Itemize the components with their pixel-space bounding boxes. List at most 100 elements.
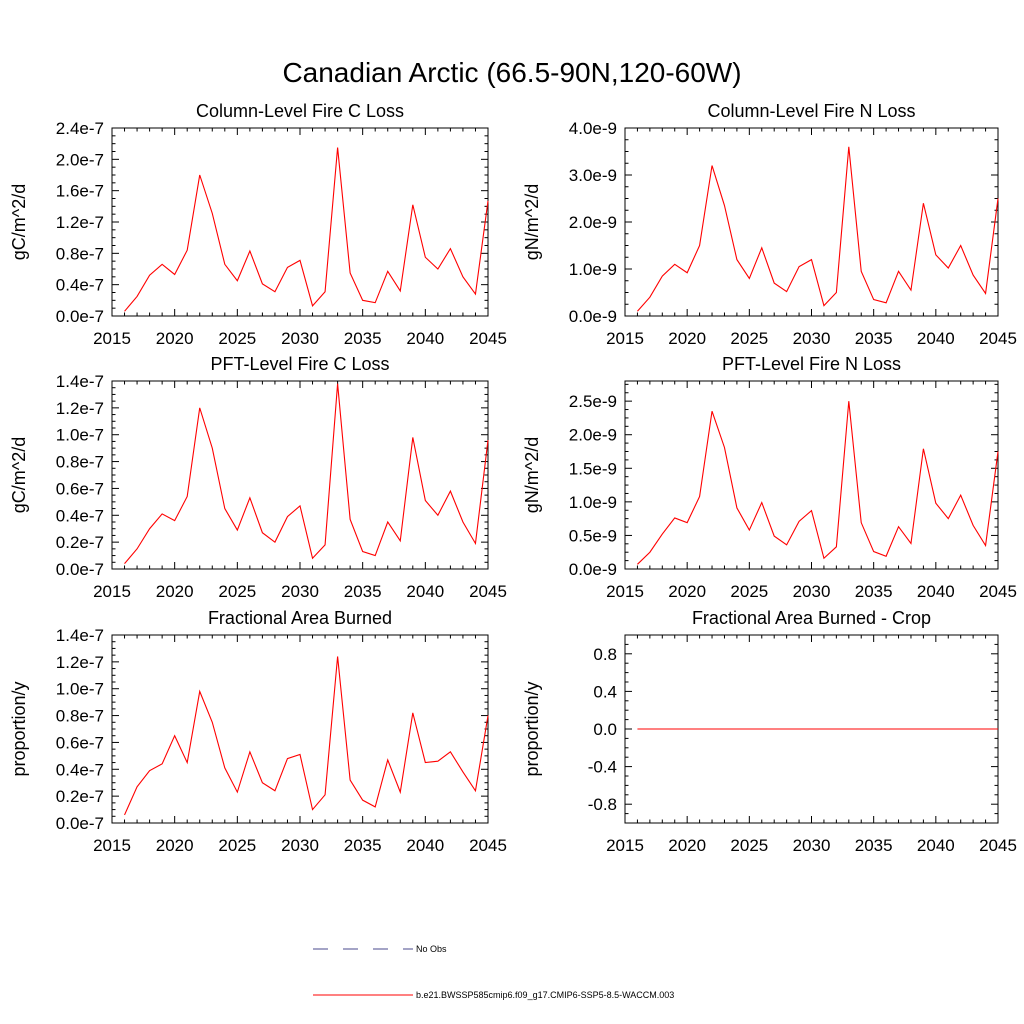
x-tick-label: 2040 xyxy=(406,836,444,855)
y-tick-label: 0.4e-7 xyxy=(56,760,104,779)
y-tick-label: 2.5e-9 xyxy=(569,392,617,411)
chart-panel-4: PFT-Level Fire N Loss gN/m^2/d 2015 2020 202… xyxy=(522,354,1017,601)
y-tick-label: 0.6e-7 xyxy=(56,479,104,498)
y-axis-label: proportion/y xyxy=(9,681,29,776)
series-line xyxy=(637,401,999,565)
x-tick-label: 2045 xyxy=(469,582,507,601)
y-tick-label: 0.8 xyxy=(593,645,617,664)
x-tick-label: 2025 xyxy=(730,836,768,855)
y-tick-label: 0.8e-7 xyxy=(56,244,104,263)
y-tick-label: 0.0e-7 xyxy=(56,560,104,579)
x-tick-label: 2030 xyxy=(281,582,319,601)
x-tick-label: 2045 xyxy=(979,836,1017,855)
y-tick-label: 1.0e-7 xyxy=(56,680,104,699)
chart-panel-2: Column-Level Fire N Loss gN/m^2/d 2015 2020… xyxy=(522,101,1017,348)
plot-frame xyxy=(111,634,489,824)
y-tick-label: 0.8e-7 xyxy=(56,707,104,726)
y-tick-label: 0.6e-7 xyxy=(56,733,104,752)
x-tick-label: 2035 xyxy=(344,329,382,348)
x-tick-label: 2035 xyxy=(855,582,893,601)
chart-panel-6: Fractional Area Burned - Crop proportion/… xyxy=(522,608,1017,855)
x-tick-label: 2015 xyxy=(606,582,644,601)
panel-title: PFT-Level Fire N Loss xyxy=(722,354,901,374)
x-tick-label: 2045 xyxy=(979,329,1017,348)
x-tick-label: 2020 xyxy=(156,836,194,855)
x-tick-label: 2040 xyxy=(917,329,955,348)
chart-panels: Column-Level Fire C Loss gC/m^2/d 2015 2020… xyxy=(9,101,1017,855)
series-line xyxy=(637,146,999,312)
y-tick-label: -0.4 xyxy=(588,758,617,777)
x-tick-label: 2030 xyxy=(281,836,319,855)
y-tick-label: 3.0e-9 xyxy=(569,166,617,185)
series-line xyxy=(124,383,489,564)
y-axis-label: proportion/y xyxy=(522,681,542,776)
x-tick-label: 2040 xyxy=(406,582,444,601)
x-tick-label: 2020 xyxy=(668,836,706,855)
panel-title: Fractional Area Burned xyxy=(208,608,392,628)
y-tick-label: 2.0e-9 xyxy=(569,426,617,445)
legend: No Obs b.e21.BWSSP585cmip6.f09_g17.CMIP6-… xyxy=(313,944,674,1000)
x-tick-label: 2035 xyxy=(344,836,382,855)
y-axis-label: gN/m^2/d xyxy=(522,184,542,260)
y-tick-label: 1.0e-9 xyxy=(569,260,617,279)
x-tick-label: 2015 xyxy=(93,329,131,348)
x-tick-label: 2035 xyxy=(344,582,382,601)
y-axis-label: gC/m^2/d xyxy=(9,184,29,260)
chart-panel-1: Column-Level Fire C Loss gC/m^2/d 2015 2020… xyxy=(9,101,507,348)
y-tick-label: 0.4e-7 xyxy=(56,276,104,295)
series-line xyxy=(124,656,489,816)
y-tick-label: 1.0e-9 xyxy=(569,493,617,512)
y-tick-label: 0.0e-9 xyxy=(569,307,617,326)
panel-title: PFT-Level Fire C Loss xyxy=(210,354,389,374)
y-tick-label: 1.4e-7 xyxy=(56,626,104,645)
x-tick-label: 2035 xyxy=(855,836,893,855)
x-tick-label: 2025 xyxy=(218,836,256,855)
y-tick-label: 4.0e-9 xyxy=(569,119,617,138)
y-tick-label: 0.0e-7 xyxy=(56,814,104,833)
x-tick-label: 2015 xyxy=(93,836,131,855)
plot-frame xyxy=(111,127,489,317)
x-tick-label: 2020 xyxy=(668,582,706,601)
x-tick-label: 2020 xyxy=(156,329,194,348)
y-axis-label: gN/m^2/d xyxy=(522,437,542,513)
y-tick-label: 2.0e-9 xyxy=(569,213,617,232)
y-tick-label: 1.2e-7 xyxy=(56,653,104,672)
y-tick-label: 0.8e-7 xyxy=(56,453,104,472)
plot-frame xyxy=(624,127,999,317)
chart-panel-5: Fractional Area Burned proportion/y 2015 20… xyxy=(9,608,507,855)
y-tick-label: 1.6e-7 xyxy=(56,182,104,201)
x-tick-label: 2040 xyxy=(917,836,955,855)
y-tick-label: 0.5e-9 xyxy=(569,526,617,545)
y-tick-label: 1.2e-7 xyxy=(56,399,104,418)
x-tick-label: 2025 xyxy=(730,582,768,601)
x-tick-label: 2015 xyxy=(93,582,131,601)
x-tick-label: 2030 xyxy=(793,329,831,348)
x-tick-label: 2015 xyxy=(606,836,644,855)
x-tick-label: 2045 xyxy=(469,836,507,855)
y-tick-label: 0.4e-7 xyxy=(56,506,104,525)
legend-label-no-obs: No Obs xyxy=(416,944,447,954)
panel-title: Column-Level Fire N Loss xyxy=(707,101,915,121)
y-axis-label: gC/m^2/d xyxy=(9,437,29,513)
panel-title: Fractional Area Burned - Crop xyxy=(692,608,931,628)
x-tick-label: 2025 xyxy=(218,582,256,601)
x-tick-label: 2015 xyxy=(606,329,644,348)
y-tick-label: -0.8 xyxy=(588,795,617,814)
x-tick-label: 2020 xyxy=(156,582,194,601)
x-tick-label: 2025 xyxy=(730,329,768,348)
y-tick-label: 1.0e-7 xyxy=(56,426,104,445)
x-tick-label: 2030 xyxy=(281,329,319,348)
y-tick-label: 1.2e-7 xyxy=(56,213,104,232)
plot-frame xyxy=(111,380,489,570)
y-tick-label: 0.4 xyxy=(593,682,617,701)
panel-title: Column-Level Fire C Loss xyxy=(196,101,404,121)
x-tick-label: 2020 xyxy=(668,329,706,348)
x-tick-label: 2030 xyxy=(793,582,831,601)
x-tick-label: 2040 xyxy=(406,329,444,348)
y-tick-label: 2.4e-7 xyxy=(56,119,104,138)
x-tick-label: 2040 xyxy=(917,582,955,601)
series-line xyxy=(124,147,489,312)
x-tick-label: 2025 xyxy=(218,329,256,348)
x-tick-label: 2035 xyxy=(855,329,893,348)
